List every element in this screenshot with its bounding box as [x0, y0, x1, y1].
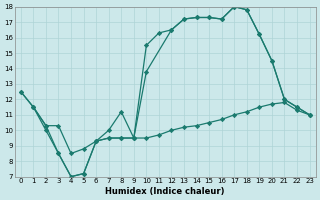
X-axis label: Humidex (Indice chaleur): Humidex (Indice chaleur): [106, 187, 225, 196]
